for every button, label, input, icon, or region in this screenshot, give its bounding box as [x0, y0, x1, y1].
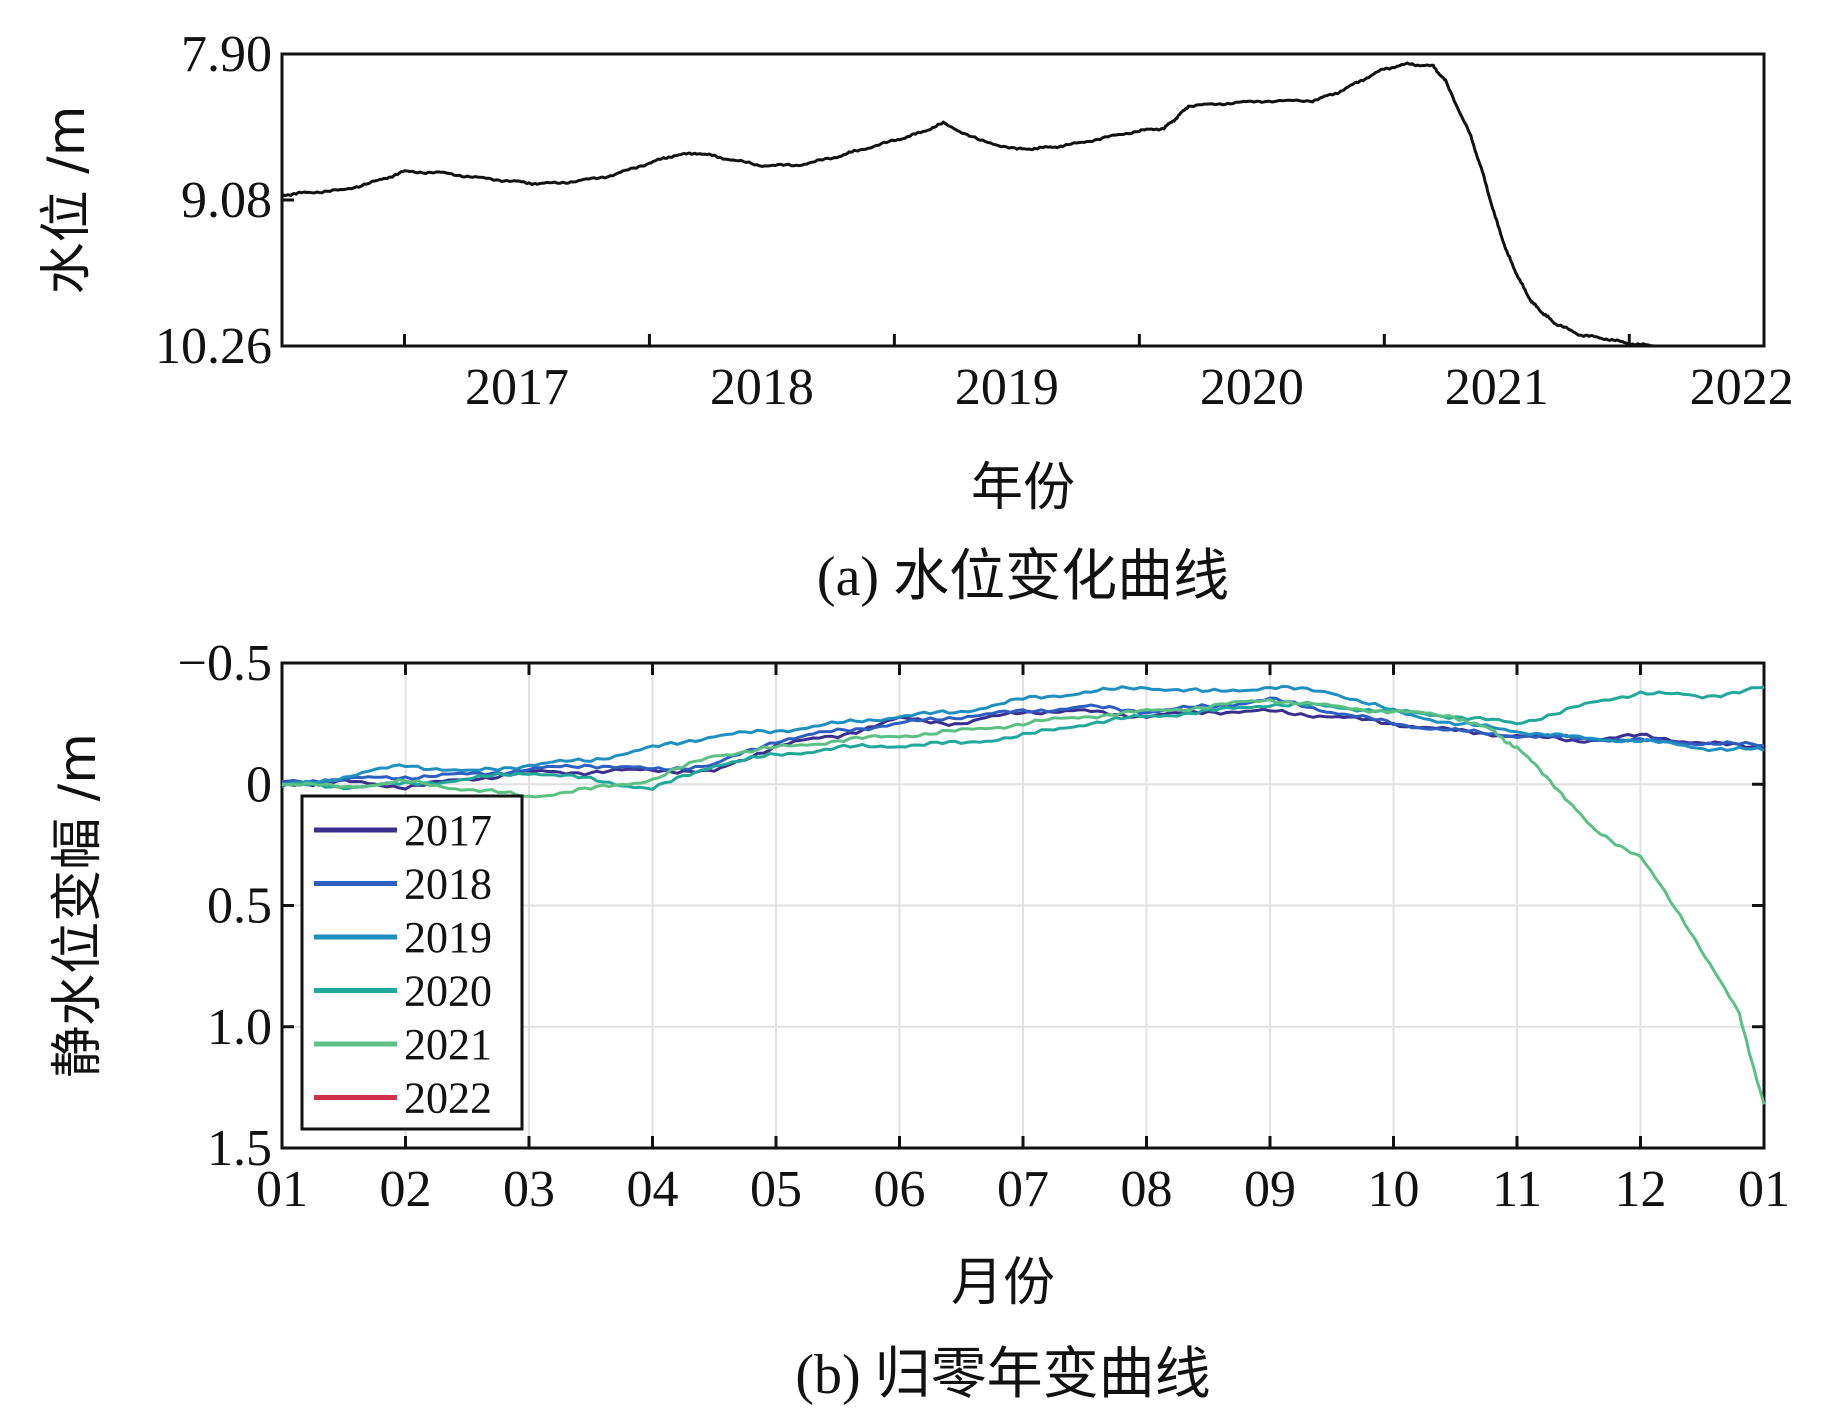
panel-a-y-ticks: 7.90 9.08 10.26 — [155, 26, 294, 375]
legend-label-2018: 2018 — [404, 860, 492, 909]
panel-b-x-tick-label: 06 — [874, 1161, 926, 1218]
panel-a-water-level-line — [282, 61, 1654, 348]
panel-a-series — [282, 61, 1654, 348]
panel-b-x-tick-label: 11 — [1492, 1161, 1542, 1218]
panel-b-x-tick-label: 01 — [256, 1161, 308, 1218]
panel-b-series-2019-line — [281, 684, 1765, 789]
panel-a-y-tick-label: 7.90 — [181, 26, 272, 83]
panel-a-y-axis-label: 水位 /m — [37, 106, 97, 295]
legend-box — [300, 794, 524, 1131]
panel-b-x-tick-label: 12 — [1615, 1161, 1667, 1218]
panel-b-x-tick-label: 05 — [750, 1161, 802, 1218]
panel-b-x-tick-label: 10 — [1368, 1161, 1420, 1218]
legend-label-2017: 2017 — [404, 806, 492, 855]
panel-b-y-tick-label: 0 — [246, 756, 272, 813]
legend-label-2022: 2022 — [404, 1074, 492, 1123]
panel-b-caption: (b) 归零年变曲线 — [795, 1344, 1210, 1406]
panel-b-x-tick-label: 08 — [1121, 1161, 1173, 1218]
panel-a-x-tick-label: 2022 — [1690, 359, 1794, 416]
panel-b-x-tick-label: 03 — [503, 1161, 555, 1218]
panel-a-x-axis-label: 年份 — [971, 458, 1075, 518]
panel-b-x-tick-label: 09 — [1244, 1161, 1296, 1218]
panel-a-x-tick-label: 2020 — [1200, 359, 1304, 416]
panel-a-y-tick-label: 10.26 — [155, 318, 272, 375]
panel-b-series-2021-line — [281, 698, 1766, 1105]
panel-b-annual-variation-chart: 01 02 03 04 05 06 07 08 09 10 11 12 01 −0.5 0 0.5 1.0 1.… — [48, 635, 1790, 1406]
panel-a-x-ticks: 2017 2018 2019 2020 2021 2022 — [402, 334, 1794, 416]
panel-a-caption: (a) 水位变化曲线 — [817, 546, 1229, 608]
legend-label-2020: 2020 — [404, 967, 492, 1016]
panel-b-x-tick-label: 07 — [997, 1161, 1049, 1218]
panel-b-x-tick-label: 04 — [627, 1161, 679, 1218]
panel-a-x-tick-label: 2017 — [465, 359, 569, 416]
panel-b-y-tick-label: −0.5 — [178, 635, 272, 692]
panel-a-plot-area — [280, 52, 1766, 348]
panel-a-x-tick-label: 2019 — [955, 359, 1059, 416]
panel-a-x-tick-label: 2018 — [710, 359, 814, 416]
panel-b-x-tick-label: 01 — [1738, 1161, 1790, 1218]
panel-b-y-axis-label: 静水位变幅 /m — [48, 733, 108, 1078]
panel-b-y-tick-label: 0.5 — [207, 878, 272, 935]
legend-label-2019: 2019 — [404, 913, 492, 962]
panel-b-x-axis-label: 月份 — [951, 1253, 1055, 1313]
panel-b-y-tick-label: 1.0 — [207, 999, 272, 1056]
panel-b-y-ticks: −0.5 0 0.5 1.0 1.5 — [178, 635, 1764, 1177]
panel-a-water-level-chart: 2017 2018 2019 2020 2021 2022 7.90 9.08 10.26 水… — [37, 26, 1794, 608]
panel-b-x-tick-label: 02 — [380, 1161, 432, 1218]
panel-b-series-2018-line — [281, 696, 1765, 785]
panel-a-x-tick-label: 2021 — [1445, 359, 1549, 416]
panel-b-series — [281, 684, 1766, 1105]
legend-label-2021: 2021 — [404, 1020, 492, 1069]
panel-b-y-tick-label: 1.5 — [207, 1120, 272, 1177]
panel-a-y-tick-label: 9.08 — [181, 172, 272, 229]
panel-b-x-ticks: 01 02 03 04 05 06 07 08 09 10 11 12 01 — [256, 663, 1790, 1218]
panel-b-series-2020-line — [281, 685, 1765, 791]
